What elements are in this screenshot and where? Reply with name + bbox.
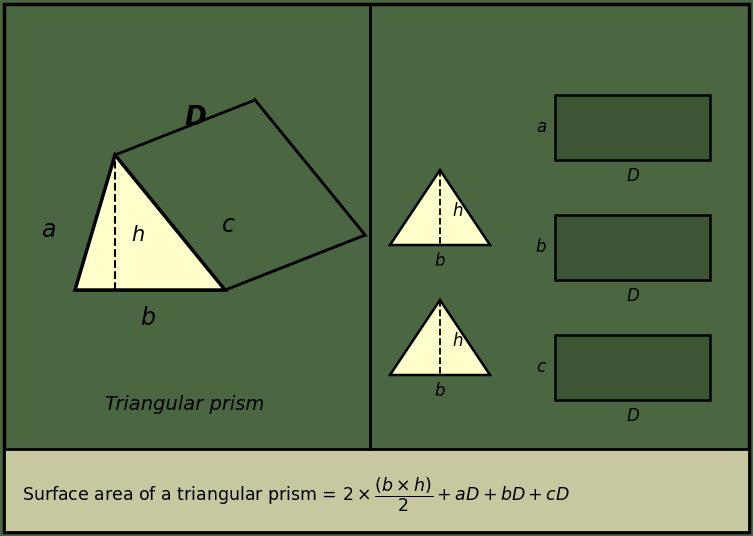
Text: b: b	[434, 252, 445, 270]
Text: h: h	[452, 202, 462, 220]
Text: b: b	[535, 239, 546, 257]
Text: D: D	[626, 407, 639, 425]
Bar	[555, 95, 710, 160]
Text: D: D	[184, 105, 206, 131]
Polygon shape	[115, 100, 365, 290]
Text: D: D	[626, 287, 639, 305]
Polygon shape	[390, 300, 490, 375]
Text: h: h	[131, 225, 145, 245]
Text: h: h	[452, 332, 462, 350]
Bar	[555, 215, 710, 280]
Bar	[4, 449, 749, 532]
Text: c: c	[221, 213, 234, 237]
Text: Surface area of a triangular prism = $2 \times \dfrac{(b \times h)}{2} + aD + bD: Surface area of a triangular prism = $2 …	[22, 476, 570, 514]
Bar	[555, 335, 710, 400]
Text: Triangular prism: Triangular prism	[105, 396, 265, 414]
Polygon shape	[75, 155, 225, 290]
Text: D: D	[626, 167, 639, 185]
Text: b: b	[141, 306, 156, 330]
Polygon shape	[215, 100, 365, 235]
Polygon shape	[390, 170, 490, 245]
Text: c: c	[536, 359, 546, 376]
Polygon shape	[75, 235, 365, 290]
Text: a: a	[41, 218, 55, 242]
Text: b: b	[434, 382, 445, 400]
Text: a: a	[536, 118, 546, 137]
